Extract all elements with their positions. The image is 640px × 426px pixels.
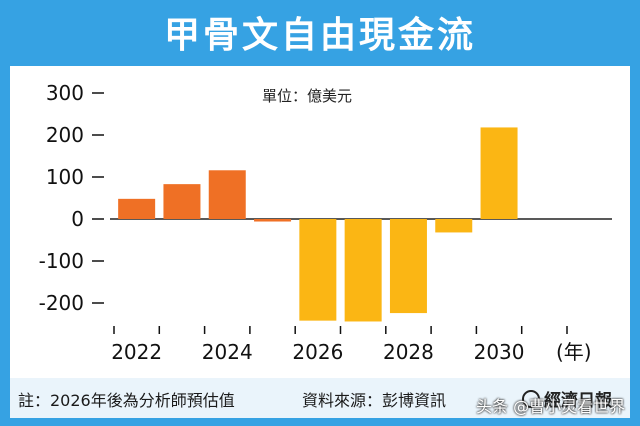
- bar-2027: [344, 219, 382, 322]
- y-tick-label: 0: [71, 207, 84, 231]
- x-tick-label: 2026: [292, 340, 343, 364]
- x-axis-unit: (年): [556, 340, 592, 364]
- y-tick-label: -200: [39, 291, 84, 315]
- publisher-logo: 經濟日報: [522, 386, 612, 411]
- bar-2024: [208, 170, 246, 219]
- bar-2026: [299, 219, 337, 321]
- watermark: 头条 @曹小灵看世界: [476, 397, 626, 416]
- bar-2023: [163, 184, 201, 219]
- unit-label: 單位：億美元: [262, 87, 352, 105]
- x-tick-label: 2028: [383, 340, 434, 364]
- y-tick-label: 200: [46, 123, 84, 147]
- bar-2022: [118, 198, 156, 219]
- footnote: 註：2026年後為分析師預估值: [18, 391, 235, 410]
- y-tick-label: -100: [39, 249, 84, 273]
- x-tick-label: 2030: [474, 340, 525, 364]
- x-tick-label: 2024: [202, 340, 253, 364]
- bar-2030: [480, 127, 518, 219]
- bar-2028: [389, 219, 427, 314]
- y-tick-label: 300: [46, 81, 84, 105]
- source-note: 資料來源：彭博資訊: [302, 391, 447, 410]
- bars: [118, 127, 518, 322]
- publisher-name: 經濟日報: [544, 391, 612, 411]
- y-tick-label: 100: [46, 165, 84, 189]
- y-axis: 300 200 100 0 -100 -200: [39, 81, 104, 315]
- chart-title: 甲骨文自由現金流: [163, 15, 476, 56]
- x-axis: 2022 2024 2026 2028 2030: [111, 326, 568, 364]
- bar-2029: [435, 219, 473, 233]
- x-tick-label: 2022: [111, 340, 162, 364]
- bar-2025: [254, 219, 292, 222]
- publisher-icon: [522, 390, 540, 408]
- footer-bar: 註：2026年後為分析師預估值 資料來源：彭博資訊 經濟日報: [10, 378, 630, 418]
